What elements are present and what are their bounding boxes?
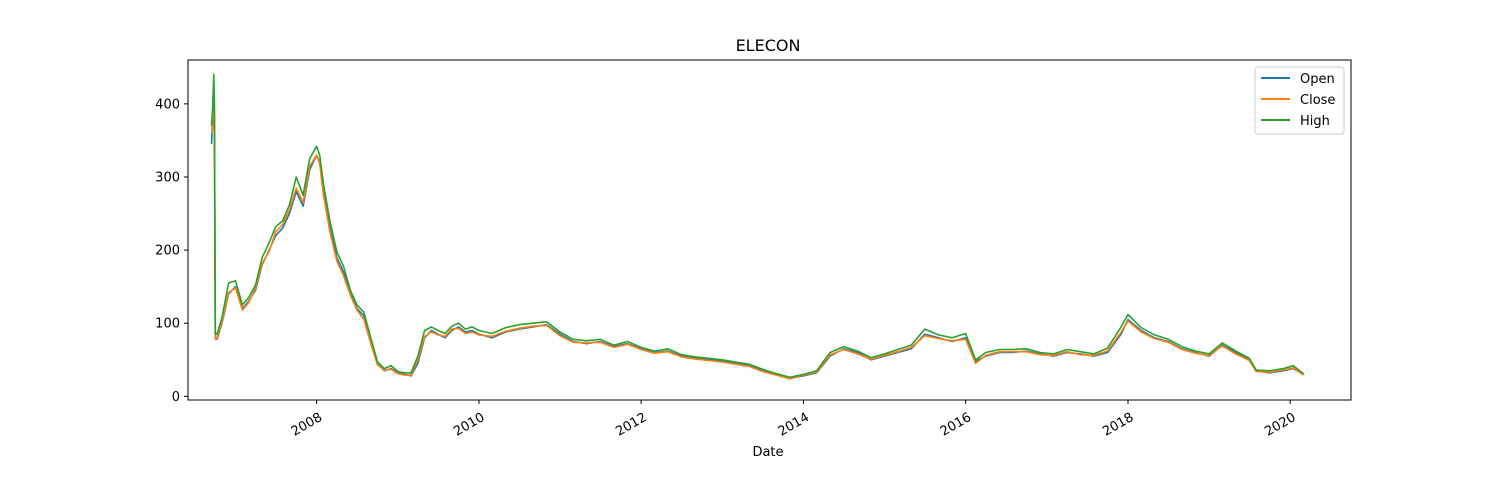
plot-frame — [187, 59, 1352, 401]
y-tick-label: 300 — [155, 170, 180, 185]
series-line-close — [210, 88, 1304, 380]
x-tick-label: 2020 — [1262, 410, 1298, 440]
x-tick-label: 2008 — [289, 410, 325, 440]
x-axis-label: Date — [752, 445, 783, 460]
series-line-high — [210, 73, 1304, 379]
series-layer — [210, 73, 1304, 380]
y-axis: 0 100 200 300 400 — [155, 97, 188, 405]
legend: Open Close High — [1254, 66, 1345, 135]
y-tick-label: 100 — [155, 317, 180, 332]
legend-label-close: Close — [1300, 93, 1335, 108]
chart-title: ELECON — [736, 36, 801, 55]
x-tick-label: 2012 — [613, 410, 649, 440]
legend-label-high: High — [1300, 114, 1330, 129]
x-tick-label: 2014 — [776, 410, 812, 440]
y-tick-label: 400 — [155, 97, 180, 112]
x-tick-label: 2018 — [1100, 410, 1136, 440]
y-tick-label: 200 — [155, 244, 180, 259]
series-line-open — [210, 103, 1304, 379]
x-tick-label: 2010 — [451, 410, 487, 440]
legend-box — [1254, 66, 1345, 135]
legend-label-open: Open — [1300, 72, 1335, 87]
x-axis: 2008 2010 2012 2014 2016 2018 2020 — [289, 400, 1299, 440]
y-tick-label: 0 — [172, 390, 180, 405]
x-tick-label: 2016 — [938, 410, 974, 440]
